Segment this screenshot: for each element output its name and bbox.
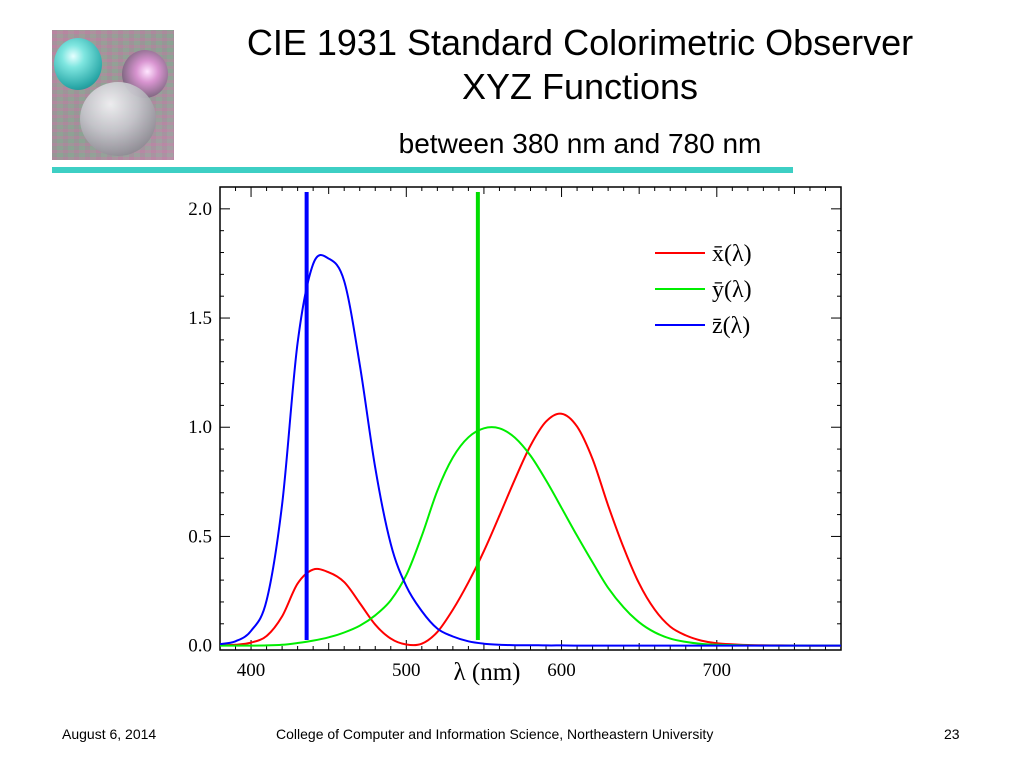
footer-page-number: 23: [944, 726, 960, 742]
series-line-1: [220, 412, 841, 647]
x-tick-label: 600: [547, 660, 576, 681]
title-divider: [52, 167, 793, 173]
x-tick-label: 500: [392, 660, 421, 681]
slide-decorative-image: [52, 30, 174, 160]
x-tick-label: 700: [703, 660, 732, 681]
legend-label: z̄(λ): [712, 313, 750, 339]
series-line-2: [220, 426, 841, 647]
y-tick-label: 0.0: [188, 636, 212, 657]
legend-label: x̄(λ): [712, 241, 752, 267]
legend-label: ȳ(λ): [712, 277, 752, 303]
y-tick-label: 1.5: [188, 308, 212, 329]
slide-subtitle: between 380 nm and 780 nm: [398, 128, 762, 159]
x-axis-label: λ (nm): [454, 659, 521, 686]
slide-title-line-1: CIE 1931 Standard Colorimetric Observer: [246, 22, 914, 63]
footer-date: August 6, 2014: [62, 726, 157, 742]
x-tick-label: 400: [237, 660, 266, 681]
y-tick-label: 2.0: [188, 199, 212, 220]
cyan-sphere-graphic: [54, 38, 102, 90]
y-tick-label: 1.0: [188, 417, 212, 438]
y-tick-label: 0.5: [188, 526, 212, 547]
footer-organization: College of Computer and Information Scie…: [276, 726, 714, 742]
glass-sphere-graphic: [80, 82, 156, 156]
slide-title-line-2: XYZ Functions: [461, 66, 699, 107]
